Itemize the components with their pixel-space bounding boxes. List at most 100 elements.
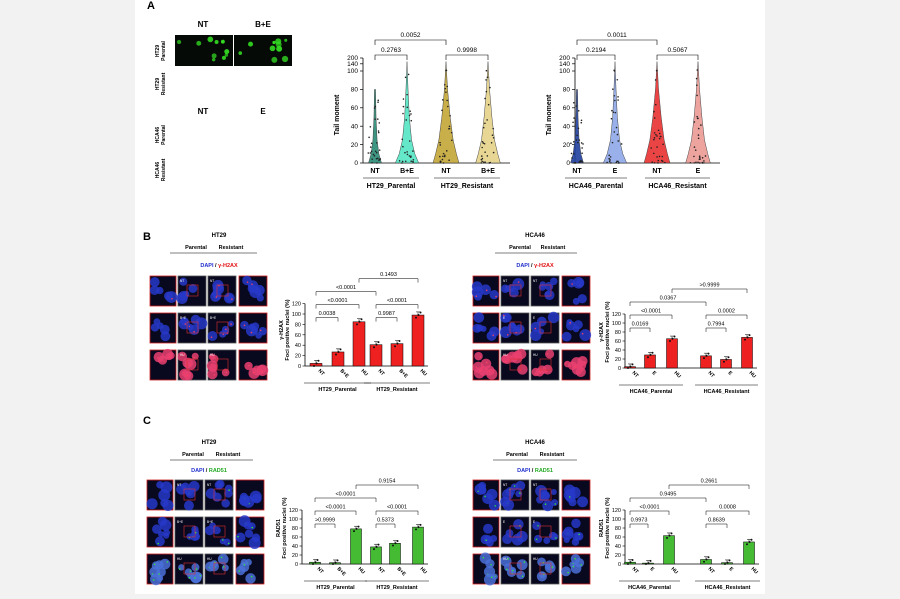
- violin-point: [653, 162, 656, 164]
- violin-point: [376, 142, 378, 144]
- x-tick-label: NT: [707, 370, 716, 379]
- violin-point: [609, 156, 612, 158]
- nucleus: [219, 538, 226, 545]
- focus-dot: [227, 542, 230, 545]
- violin-point: [661, 155, 664, 158]
- violin-point: [401, 138, 404, 141]
- col-header-resistant: Resistant: [541, 245, 566, 251]
- significance-bracket: [668, 484, 750, 489]
- col-header-parental: Parental: [185, 245, 207, 251]
- nucleus: [567, 279, 576, 288]
- nucleus: [538, 283, 546, 291]
- comet-dot: [238, 51, 243, 55]
- micro-image: [238, 349, 269, 381]
- bar-point: [746, 543, 748, 546]
- violin-point: [572, 121, 574, 124]
- bar-point: [671, 337, 674, 340]
- bar-point: [356, 323, 358, 326]
- x-tick-label: HU: [750, 566, 760, 576]
- zoom-box: [539, 562, 552, 575]
- focus-dot: [490, 563, 492, 566]
- bar-HU: [411, 314, 425, 367]
- nucleus: [224, 484, 233, 493]
- focus-dot: [259, 329, 262, 332]
- y-tick-label: 100: [292, 312, 301, 318]
- violin-point: [703, 162, 705, 164]
- violin-point: [376, 162, 378, 164]
- nucleus: [217, 553, 229, 565]
- focus-dot: [237, 535, 239, 538]
- bar-point: [355, 527, 358, 530]
- stain-separator: /: [529, 263, 534, 269]
- x-tick-label: NT: [370, 168, 380, 175]
- p-value-label: 0.5373: [377, 518, 394, 524]
- x-tick-label: NT: [631, 370, 640, 379]
- nucleus: [550, 277, 558, 286]
- violin-point: [657, 159, 660, 162]
- nucleus: [575, 279, 584, 288]
- focus-dot: [215, 296, 218, 298]
- y-tick-label: 100: [347, 68, 358, 75]
- focus-dot: [199, 574, 202, 577]
- x-tick-label: NT: [377, 566, 386, 575]
- focus-dot: [210, 336, 213, 338]
- focus-dot: [261, 370, 263, 373]
- nucleus: [541, 491, 550, 500]
- y-tick-label: 120: [292, 302, 301, 308]
- micro-image: [561, 349, 591, 381]
- zoom-box: [509, 562, 522, 575]
- nucleus: [258, 327, 267, 336]
- focus-dot: [475, 295, 478, 298]
- violin-point: [698, 158, 701, 161]
- p-value-label: 0.7994: [708, 322, 725, 328]
- violin-point: [410, 160, 412, 162]
- nucleus: [515, 480, 526, 491]
- nucleus: [188, 284, 198, 293]
- focus-dot: [479, 369, 481, 372]
- violin-point: [606, 161, 608, 164]
- violin-point: [378, 149, 381, 151]
- violin-point: [484, 97, 486, 100]
- nucleus: [160, 498, 169, 508]
- micro-tag: NT: [210, 279, 214, 283]
- x-tick-label: B+E: [481, 168, 495, 175]
- col-header-parental: Parental: [182, 452, 204, 458]
- nucleus: [195, 572, 203, 580]
- bar-point: [373, 548, 375, 551]
- focus-dot: [475, 366, 477, 368]
- violin-point: [697, 127, 700, 130]
- nucleus: [486, 330, 497, 341]
- micro-image: HU: [530, 349, 560, 381]
- x-tick-label: B+E: [396, 566, 408, 578]
- violin-point: [450, 131, 453, 134]
- significance-bracket: [374, 54, 408, 60]
- violin-point: [660, 135, 662, 138]
- nucleus: [502, 533, 513, 545]
- nucleus: [574, 531, 584, 541]
- focus-dot: [544, 503, 547, 505]
- significance-bracket: [629, 327, 651, 332]
- violin-point: [485, 69, 488, 72]
- violin-point: [369, 152, 372, 154]
- focus-dot: [194, 577, 196, 579]
- micro-image: NT: [530, 275, 560, 307]
- violin-point: [608, 154, 610, 157]
- violin-point: [571, 157, 573, 159]
- comet-dot: [281, 55, 289, 63]
- bar-point: [394, 345, 396, 348]
- violin-point: [377, 130, 380, 132]
- zoom-box: [216, 321, 229, 334]
- micro-tag: HU: [533, 557, 538, 561]
- violin-point: [412, 150, 414, 152]
- violin-point: [612, 111, 615, 113]
- focus-dot: [537, 524, 539, 527]
- micro-tag: HU: [177, 557, 182, 561]
- y-tick-label: 60: [292, 535, 298, 541]
- y-tick-label: 40: [351, 123, 359, 130]
- focus-dot: [213, 374, 216, 376]
- bar-HU: [350, 528, 362, 565]
- focus-dot: [534, 327, 537, 330]
- violin-point: [442, 162, 445, 164]
- zoom-box: [213, 488, 226, 501]
- violin-point: [404, 76, 407, 79]
